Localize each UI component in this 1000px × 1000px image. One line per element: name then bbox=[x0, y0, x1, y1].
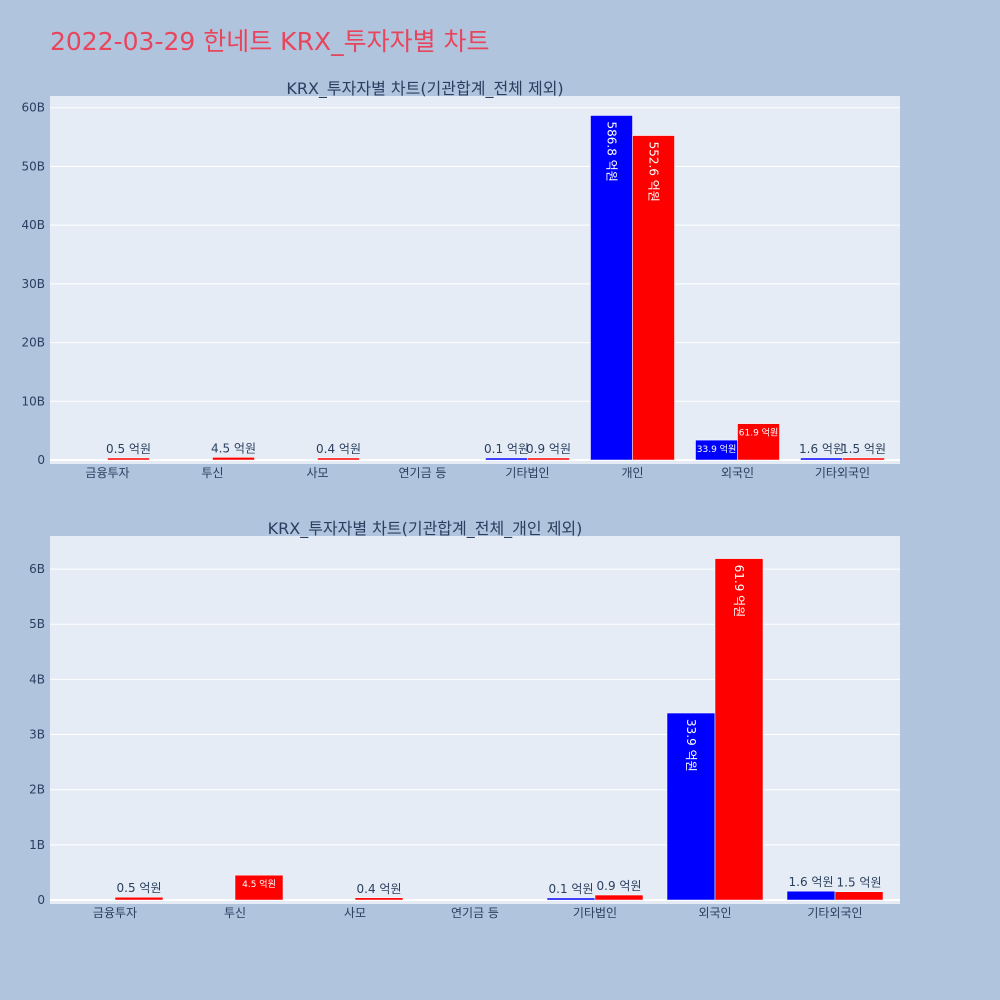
data-label: 0.9 억원 bbox=[526, 442, 571, 456]
y-tick-label: 0 bbox=[37, 893, 45, 907]
x-tick-label: 개인 bbox=[621, 466, 643, 480]
data-label: 61.9 억원 bbox=[732, 565, 746, 618]
bar bbox=[800, 457, 843, 461]
x-tick-label: 연기금 등 bbox=[451, 906, 499, 920]
data-label: 0.1 억원 bbox=[549, 882, 594, 896]
bar bbox=[212, 457, 255, 461]
bar bbox=[354, 897, 404, 901]
y-tick-label: 6B bbox=[29, 562, 45, 576]
x-tick-label: 외국인 bbox=[721, 466, 754, 480]
bar bbox=[632, 135, 675, 461]
chart-top: KRX_투자자별 차트(기관합계_전체 제외) 0 10B 20B 30B 40B 50B 6… bbox=[21, 79, 900, 480]
data-label: 4.5 억원 bbox=[211, 441, 256, 455]
bar bbox=[786, 890, 836, 901]
data-label: 552.6 억원 bbox=[647, 142, 661, 202]
x-tick-label: 금융투자 bbox=[85, 466, 129, 480]
x-tick-label: 사모 bbox=[306, 466, 328, 480]
y-tick-label: 50B bbox=[21, 159, 45, 173]
y-tick-label: 10B bbox=[21, 394, 45, 408]
data-label: 1.5 억원 bbox=[837, 876, 882, 890]
bar bbox=[546, 897, 596, 901]
data-label: 586.8 억원 bbox=[605, 121, 619, 181]
x-tick-label: 기타법인 bbox=[505, 466, 549, 480]
x-tick-label: 투신 bbox=[201, 466, 223, 480]
bar bbox=[842, 457, 885, 461]
y-tick-label: 2B bbox=[29, 783, 45, 797]
plot-area bbox=[50, 536, 900, 904]
data-label: 1.6 억원 bbox=[789, 875, 834, 889]
bar bbox=[485, 457, 528, 461]
chart-bottom: KRX_투자자별 차트(기관합계_전체_개인 제외) 0 1B 2B 3B 4B 5B 6B 금… bbox=[29, 519, 900, 920]
bar bbox=[107, 457, 150, 461]
bar bbox=[594, 894, 644, 901]
y-tick-label: 1B bbox=[29, 838, 45, 852]
bar bbox=[714, 558, 764, 901]
chart-title: KRX_투자자별 차트(기관합계_전체 제외) bbox=[286, 79, 563, 99]
bar bbox=[234, 874, 284, 901]
bar bbox=[527, 457, 570, 461]
y-tick-label: 3B bbox=[29, 728, 45, 742]
x-tick-label: 기타외국인 bbox=[815, 466, 870, 480]
y-tick-label: 60B bbox=[21, 101, 45, 115]
y-tick-label: 0 bbox=[37, 453, 45, 467]
data-label: 0.1 억원 bbox=[484, 442, 529, 456]
x-tick-label: 연기금 등 bbox=[399, 466, 447, 480]
data-label: 4.5 억원 bbox=[242, 878, 276, 890]
plot-area bbox=[50, 96, 900, 464]
y-tick-label: 40B bbox=[21, 218, 45, 232]
x-tick-label: 외국인 bbox=[698, 906, 731, 920]
x-tick-label: 사모 bbox=[344, 906, 366, 920]
bar bbox=[590, 115, 633, 461]
bar bbox=[834, 891, 884, 901]
x-tick-label: 기타법인 bbox=[573, 906, 617, 920]
data-label: 0.5 억원 bbox=[117, 881, 162, 895]
bar bbox=[114, 896, 164, 901]
page-title: 2022-03-29 한네트 KRX_투자자별 차트 bbox=[50, 27, 490, 56]
data-label: 1.5 억원 bbox=[841, 442, 886, 456]
x-tick-label: 투신 bbox=[224, 906, 246, 920]
data-label: 0.4 억원 bbox=[357, 882, 402, 896]
x-tick-label: 금융투자 bbox=[93, 906, 137, 920]
data-label: 0.4 억원 bbox=[316, 442, 361, 456]
y-tick-label: 30B bbox=[21, 277, 45, 291]
bar bbox=[737, 423, 780, 461]
data-label: 0.9 억원 bbox=[597, 879, 642, 893]
y-tick-label: 5B bbox=[29, 617, 45, 631]
data-label: 1.6 억원 bbox=[799, 442, 844, 456]
data-label: 33.9 억원 bbox=[684, 719, 698, 772]
y-tick-label: 4B bbox=[29, 672, 45, 686]
x-tick-label: 기타외국인 bbox=[807, 906, 862, 920]
data-label: 33.9 억원 bbox=[697, 443, 736, 455]
y-tick-label: 20B bbox=[21, 336, 45, 350]
bar bbox=[317, 457, 360, 461]
data-label: 61.9 억원 bbox=[739, 427, 778, 439]
chart-title: KRX_투자자별 차트(기관합계_전체_개인 제외) bbox=[268, 519, 583, 539]
data-label: 0.5 억원 bbox=[106, 442, 151, 456]
